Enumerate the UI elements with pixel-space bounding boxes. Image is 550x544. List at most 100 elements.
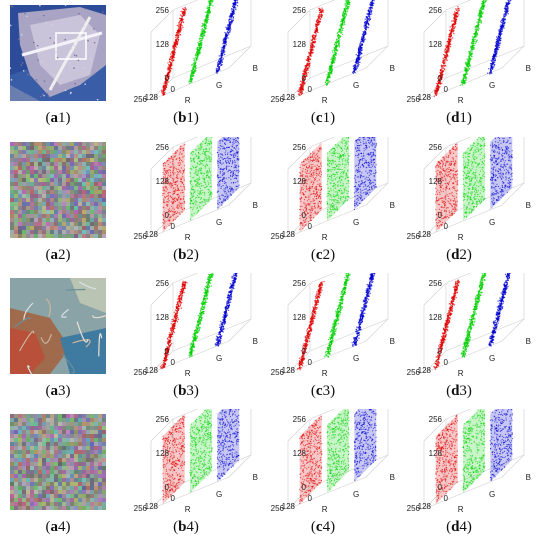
tick-label-vertical: 128 [293, 40, 307, 49]
scatter-3d-panel: 256 128 0 256 128 0 R G B (c4) [263, 409, 399, 544]
image-panel: (a3) [0, 273, 116, 408]
axis-label-b: B [390, 337, 395, 346]
tick-label-vertical: 256 [156, 279, 170, 288]
tick-label-vertical: 0 [165, 347, 170, 356]
scatter-plane-r [299, 414, 323, 505]
axis-label-r: R [322, 233, 328, 242]
tick-label-depth: 128 [145, 502, 159, 511]
scatter-3d-panel: 256 128 0 256 128 0 R G B (d2) [399, 137, 535, 272]
tick-label-vertical: 256 [293, 143, 307, 152]
scatter-plane-b [216, 137, 240, 210]
panel-caption: (d4) [446, 519, 472, 535]
axis-label-b: B [253, 473, 258, 482]
tick-label-vertical: 0 [165, 483, 170, 492]
scatter-3d-panel: 256 128 0 256 128 0 R G B (c2) [263, 137, 399, 272]
scatter-series-b [487, 0, 512, 75]
scatter-series-b [351, 0, 375, 75]
tick-label-vertical: 128 [293, 313, 307, 322]
scatter-3d-panel: 256 128 0 256 128 0 R G B (b3) [126, 273, 262, 408]
panel-caption: (b1) [173, 110, 199, 126]
panel-caption: (b4) [173, 519, 199, 535]
scatter-3d-panel: 256 128 0 256 128 0 R G B (b4) [126, 409, 262, 544]
tick-label-depth: 256 [134, 232, 148, 241]
tick-label-vertical: 256 [156, 415, 170, 424]
scatter-series-r [160, 6, 187, 96]
axis-label-b: B [526, 473, 531, 482]
tick-label-vertical: 256 [429, 415, 443, 424]
tick-label-vertical: 128 [293, 177, 307, 186]
tick-label-depth: 0 [444, 358, 449, 367]
tick-label-vertical: 256 [429, 6, 443, 15]
tick-label-depth: 0 [171, 85, 176, 94]
tick-label-vertical: 0 [302, 347, 307, 356]
tick-label-depth: 0 [444, 222, 449, 231]
tick-label-vertical: 128 [156, 313, 170, 322]
tick-label-depth: 0 [308, 222, 313, 231]
axis-label-r: R [458, 233, 464, 242]
scatter-series-g [323, 273, 351, 358]
image-panel: (a2) [0, 137, 116, 272]
tick-label-depth: 256 [407, 95, 421, 104]
tick-label-depth: 256 [271, 232, 285, 241]
tick-label-depth: 128 [145, 230, 159, 239]
scatter-series-g [324, 0, 351, 86]
scatter-plane-r [435, 414, 458, 505]
tick-label-depth: 0 [308, 85, 313, 94]
scatter-plane-r [435, 142, 459, 233]
tick-label-vertical: 256 [156, 143, 170, 152]
tick-label-depth: 0 [308, 494, 313, 503]
tick-label-depth: 256 [407, 232, 421, 241]
tick-label-depth: 128 [145, 366, 159, 375]
axis-label-g: G [216, 218, 222, 227]
scatter-plane-b [216, 409, 240, 482]
tick-label-depth: 0 [444, 85, 449, 94]
axis-label-g: G [489, 354, 495, 363]
tick-label-vertical: 128 [156, 449, 170, 458]
axis-label-b: B [390, 473, 395, 482]
tick-label-vertical: 0 [438, 483, 443, 492]
scatter-3d-panel: 256 128 0 256 128 0 R G B (c1) [263, 0, 399, 135]
tick-label-depth: 128 [418, 93, 432, 102]
axis-label-g: G [489, 218, 495, 227]
scatter-series-r [296, 281, 325, 371]
scatter-plane-r [162, 414, 186, 505]
aerial-terrain-image [10, 278, 106, 374]
axis-label-g: G [353, 354, 359, 363]
axis-label-g: G [489, 490, 495, 499]
tick-label-depth: 256 [271, 95, 285, 104]
panel-caption: (c2) [310, 247, 336, 263]
panel-caption: (a1) [45, 110, 71, 126]
tick-label-depth: 128 [282, 93, 296, 102]
tick-label-depth: 128 [282, 502, 296, 511]
tick-label-vertical: 0 [438, 211, 443, 220]
tick-label-depth: 256 [134, 95, 148, 104]
axis-label-r: R [322, 369, 328, 378]
image-panel: (a1) [0, 0, 116, 135]
tick-label-depth: 256 [271, 368, 285, 377]
tick-label-depth: 256 [271, 504, 285, 513]
tick-label-depth: 256 [407, 504, 421, 513]
scatter-series-g [188, 0, 214, 85]
tick-label-vertical: 128 [429, 177, 443, 186]
panel-caption: (d3) [446, 383, 472, 399]
tick-label-depth: 256 [134, 368, 148, 377]
noise-image [10, 414, 106, 510]
axis-label-r: R [185, 505, 191, 514]
panel-caption: (a2) [45, 247, 71, 263]
scatter-series-r [159, 280, 188, 370]
scatter-3d-panel: 256 128 0 256 128 0 R G B (b1) [126, 0, 262, 135]
tick-label-depth: 128 [418, 366, 432, 375]
tick-label-vertical: 128 [429, 40, 443, 49]
scatter-plane-r [299, 142, 323, 233]
tick-label-vertical: 256 [293, 415, 307, 424]
tick-label-vertical: 0 [302, 483, 307, 492]
scatter-plane-g [326, 137, 350, 221]
